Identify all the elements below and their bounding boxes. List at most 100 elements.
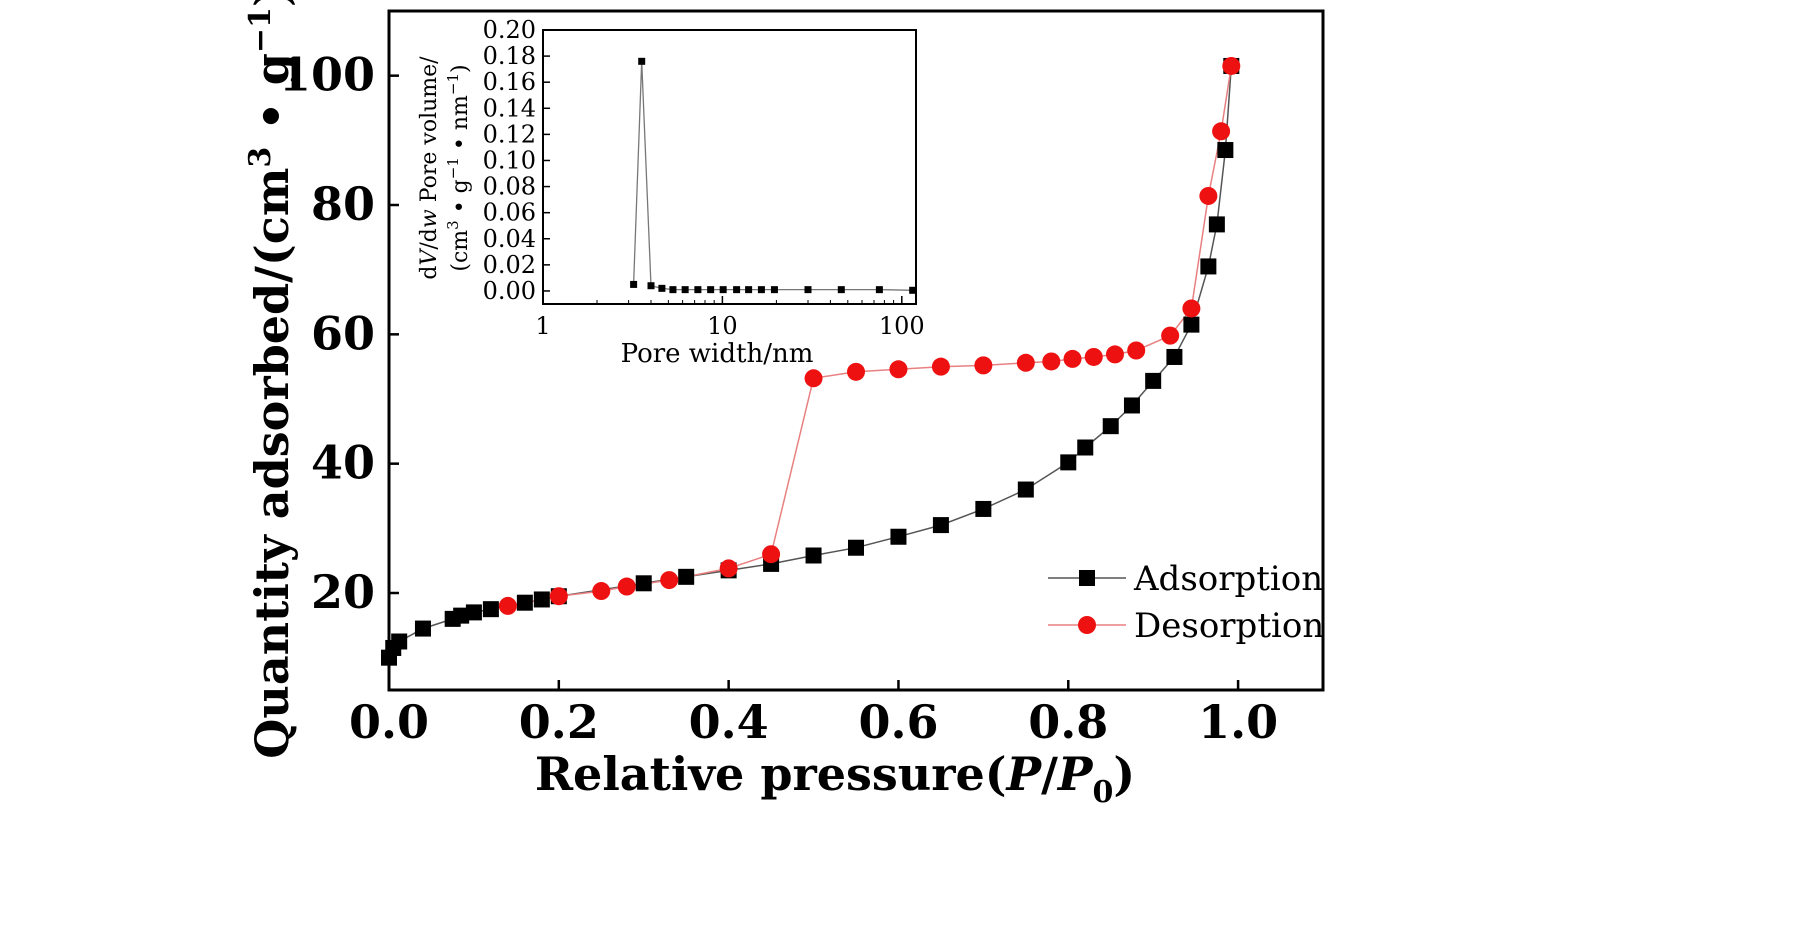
desorption-point	[847, 362, 865, 381]
adsorption-point	[516, 594, 533, 611]
pore-distribution-point	[647, 282, 655, 290]
inset-x-tick-label: 1	[535, 312, 550, 340]
main-x-axis-title: Relative pressure(P/P0)	[535, 747, 1135, 810]
main-axis-ticks	[387, 74, 1240, 690]
legend-adsorption-marker	[1079, 570, 1095, 586]
inset-pore-size-chart: 1 10 1000.000.020.040.060.080.100.120.140.…	[417, 16, 925, 369]
pore-distribution-point	[770, 286, 778, 294]
main-y-tick-label: 60	[311, 306, 375, 360]
inset-background	[543, 30, 916, 304]
desorption-point	[804, 369, 823, 388]
inset-y-tick-label: 0.16	[483, 68, 536, 96]
desorption-point	[1127, 341, 1146, 360]
desorption-point	[889, 360, 908, 379]
adsorption-point	[1208, 216, 1225, 233]
pore-distribution-point	[757, 286, 765, 294]
desorption-point	[617, 577, 636, 596]
desorption-point	[1212, 122, 1231, 141]
main-x-tick-label: 0.6	[858, 695, 938, 749]
inset-y-axis-title-line1: dV/dw Pore volume/	[417, 56, 442, 280]
pore-distribution-point	[804, 286, 812, 294]
main-tick-labels: 0.0 0.2 0.4 0.6 0.8 1.0 20 40 60 80 100	[279, 48, 1278, 749]
pore-distribution-point	[837, 286, 845, 294]
adsorption-point	[975, 500, 992, 517]
desorption-point	[1182, 299, 1201, 318]
inset-y-tick-label: 0.08	[483, 173, 536, 201]
pore-distribution-point	[658, 284, 666, 292]
adsorption-point	[1017, 481, 1034, 498]
inset-y-axis-title-line2: (cm3 • g−1 • nm−1)	[444, 64, 473, 271]
main-x-tick-label: 0.8	[1028, 695, 1108, 749]
pore-distribution-point	[630, 280, 638, 288]
desorption-point	[1016, 353, 1035, 372]
inset-x-tick-label: 100	[879, 312, 925, 340]
inset-series-markers	[630, 57, 917, 294]
pore-distribution-point	[681, 286, 689, 294]
adsorption-point	[533, 591, 550, 608]
adsorption-point	[1145, 372, 1162, 389]
inset-y-tick-label: 0.00	[483, 277, 536, 305]
legend-adsorption-label: Adsorption	[1133, 559, 1323, 599]
inset-x-tick-label: 10	[707, 312, 738, 340]
main-y-tick-label: 40	[311, 436, 375, 490]
adsorption-point	[932, 517, 949, 534]
legend: Adsorption Desorption	[1048, 559, 1324, 646]
inset-y-tick-label: 0.10	[483, 146, 536, 174]
desorption-point	[931, 357, 950, 376]
adsorption-point	[482, 601, 499, 618]
inset-tick-labels: 1 10 1000.000.020.040.060.080.100.120.140.…	[483, 16, 925, 340]
desorption-point	[1042, 352, 1061, 371]
inset-y-tick-label: 0.14	[483, 94, 536, 122]
desorption-point	[1161, 326, 1180, 345]
desorption-point	[1199, 186, 1218, 205]
pore-distribution-point	[669, 286, 677, 294]
desorption-point	[762, 545, 781, 564]
adsorption-point	[414, 620, 431, 637]
main-x-tick-label: 0.4	[689, 695, 769, 749]
inset-y-tick-label: 0.06	[483, 199, 536, 227]
legend-desorption-label: Desorption	[1134, 606, 1324, 646]
desorption-point	[719, 559, 738, 578]
adsorption-point	[1060, 454, 1077, 471]
desorption-point	[549, 587, 568, 606]
adsorption-point	[465, 604, 482, 621]
adsorption-point	[1217, 142, 1234, 159]
adsorption-point	[391, 633, 408, 650]
desorption-point	[1063, 349, 1082, 368]
adsorption-point	[678, 568, 695, 585]
inset-y-tick-label: 0.18	[483, 42, 536, 70]
inset-x-axis-title: Pore width/nm	[621, 339, 814, 369]
adsorption-point	[848, 539, 864, 556]
main-y-tick-label: 80	[311, 177, 375, 231]
desorption-point	[592, 582, 611, 601]
adsorption-point	[453, 607, 470, 624]
pore-distribution-point	[707, 286, 715, 294]
adsorption-point	[1183, 316, 1200, 333]
main-x-tick-label: 0.2	[519, 695, 599, 749]
main-y-tick-label: 100	[279, 48, 375, 102]
adsorption-point	[1102, 418, 1119, 435]
desorption-point	[1105, 345, 1124, 364]
main-x-tick-label: 0.0	[349, 695, 429, 749]
inset-y-tick-label: 0.02	[483, 251, 536, 279]
pore-distribution-point	[909, 286, 917, 294]
pore-distribution-point	[638, 57, 646, 65]
inset-plot-frame	[542, 29, 917, 305]
adsorption-point	[1200, 258, 1217, 275]
pore-distribution-point	[733, 286, 741, 294]
pore-distribution-point	[745, 286, 753, 294]
pore-distribution-point	[694, 286, 702, 294]
adsorption-point	[1077, 439, 1094, 456]
desorption-point	[974, 356, 993, 375]
desorption-point	[1084, 347, 1103, 366]
inset-y-tick-label: 0.04	[483, 225, 536, 253]
desorption-point	[660, 571, 679, 590]
legend-desorption-marker	[1078, 616, 1096, 634]
adsorption-point	[635, 575, 652, 592]
desorption-point	[498, 596, 517, 615]
main-y-axis-title: Quantity adsorbed/(cm3 • g−1)	[243, 0, 299, 759]
main-plot-frame	[387, 9, 1325, 692]
inset-y-tick-label: 0.20	[483, 16, 536, 44]
adsorption-point	[1123, 397, 1140, 414]
